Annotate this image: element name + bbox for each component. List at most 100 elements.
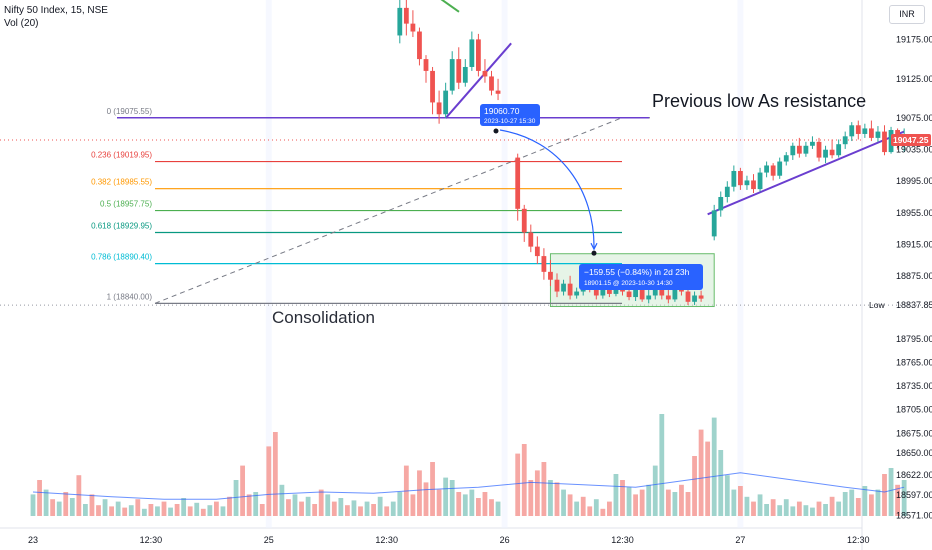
- candle-body[interactable]: [548, 271, 553, 280]
- candle-body[interactable]: [469, 39, 475, 67]
- candle-body[interactable]: [711, 210, 717, 237]
- symbol-title[interactable]: Nifty 50 Index, 15, NSE: [4, 5, 108, 16]
- currency-button[interactable]: INR: [889, 5, 925, 24]
- candle-body[interactable]: [639, 283, 645, 300]
- price-callout-box[interactable]: [480, 104, 540, 126]
- candle-body[interactable]: [823, 149, 828, 158]
- candle-body[interactable]: [554, 279, 560, 292]
- candle-body[interactable]: [672, 287, 678, 300]
- candle-body[interactable]: [796, 145, 802, 154]
- volume-bar: [397, 492, 403, 516]
- candle-body[interactable]: [626, 291, 632, 298]
- candle-body[interactable]: [724, 186, 730, 197]
- candle-body[interactable]: [593, 287, 599, 296]
- volume-bar: [69, 498, 75, 516]
- candle-body[interactable]: [600, 287, 606, 296]
- candle-body[interactable]: [731, 170, 737, 187]
- candle-body[interactable]: [855, 125, 861, 134]
- trendline-early[interactable]: [444, 42, 512, 119]
- target-callout-box[interactable]: [579, 264, 703, 290]
- volume-bar: [43, 489, 49, 516]
- candle-body[interactable]: [397, 7, 403, 36]
- candle-body[interactable]: [738, 170, 743, 186]
- candle-body[interactable]: [842, 136, 848, 145]
- volume-indicator-label[interactable]: Vol (20): [4, 18, 39, 29]
- price-axis-tick: 18571.00: [896, 510, 932, 520]
- candle-body[interactable]: [403, 7, 409, 24]
- candle-body[interactable]: [751, 180, 756, 190]
- candle-body[interactable]: [816, 141, 822, 158]
- candle-body[interactable]: [810, 141, 815, 146]
- time-axis-tick: 12:30: [611, 535, 634, 545]
- volume-bar: [816, 501, 822, 516]
- candle-body[interactable]: [482, 70, 488, 77]
- candle-body[interactable]: [744, 180, 750, 186]
- candle-body[interactable]: [574, 291, 580, 296]
- candle-body[interactable]: [476, 39, 481, 71]
- candle-body[interactable]: [528, 232, 534, 247]
- candle-body[interactable]: [849, 125, 855, 137]
- fib-level-label: 1 (18840.00): [107, 292, 153, 301]
- candle-body[interactable]: [764, 165, 769, 173]
- candle-body[interactable]: [665, 295, 671, 300]
- candle-body[interactable]: [456, 59, 462, 83]
- candle-body[interactable]: [882, 131, 887, 153]
- candle-body[interactable]: [515, 157, 521, 209]
- candle-body[interactable]: [561, 283, 566, 292]
- candle-body[interactable]: [417, 31, 422, 60]
- projection-arrow[interactable]: [499, 129, 595, 250]
- volume-bar: [443, 477, 449, 516]
- time-axis-tick: 12:30: [140, 535, 163, 545]
- volume-bar: [279, 484, 285, 516]
- volume-bar: [790, 506, 796, 516]
- candle-body[interactable]: [430, 70, 435, 103]
- volume-bar: [462, 494, 468, 516]
- candle-body[interactable]: [646, 295, 652, 300]
- price-axis-tick: 19075.00: [896, 113, 932, 123]
- candle-body[interactable]: [777, 161, 783, 176]
- candle-body[interactable]: [790, 145, 796, 156]
- candle-body[interactable]: [783, 155, 789, 162]
- price-axis-tick: 18875.00: [896, 271, 932, 281]
- candle-body[interactable]: [567, 283, 573, 296]
- volume-bar: [482, 492, 488, 516]
- candle-body[interactable]: [489, 76, 494, 91]
- candle-body[interactable]: [410, 23, 416, 32]
- volume-bar: [30, 494, 36, 516]
- candle-body[interactable]: [607, 287, 612, 294]
- candle-body[interactable]: [423, 59, 429, 71]
- candle-body[interactable]: [521, 208, 527, 233]
- volume-bar: [600, 508, 606, 516]
- candle-body[interactable]: [436, 102, 442, 115]
- volume-bar: [141, 508, 147, 516]
- candle-body[interactable]: [829, 149, 835, 156]
- candle-body[interactable]: [757, 172, 763, 190]
- consolidation-annotation-text: Consolidation: [272, 308, 375, 327]
- candle-body[interactable]: [495, 90, 501, 94]
- dashed-trendline[interactable]: [154, 117, 623, 304]
- candle-body[interactable]: [633, 283, 638, 298]
- candle-body[interactable]: [718, 196, 724, 211]
- candle-body[interactable]: [869, 128, 874, 138]
- candle-body[interactable]: [803, 145, 809, 154]
- candle-body[interactable]: [534, 246, 540, 257]
- candle-body[interactable]: [698, 295, 704, 299]
- candle-body[interactable]: [443, 90, 449, 115]
- candle-body[interactable]: [449, 59, 455, 91]
- candle-body[interactable]: [770, 165, 776, 176]
- trendline-green[interactable]: [420, 0, 460, 13]
- candle-body[interactable]: [862, 128, 868, 134]
- volume-bar: [89, 494, 95, 516]
- candle-body[interactable]: [541, 256, 547, 272]
- session-break-band: [737, 0, 744, 528]
- volume-bar: [489, 499, 494, 516]
- trendline-rally[interactable]: [707, 130, 905, 216]
- candle-body[interactable]: [462, 66, 468, 83]
- candle-body[interactable]: [692, 295, 697, 302]
- volume-bar: [351, 500, 357, 516]
- candle-body[interactable]: [685, 291, 691, 302]
- time-axis-tick: 25: [264, 535, 274, 545]
- candle-body[interactable]: [836, 144, 842, 156]
- candle-body[interactable]: [875, 131, 881, 138]
